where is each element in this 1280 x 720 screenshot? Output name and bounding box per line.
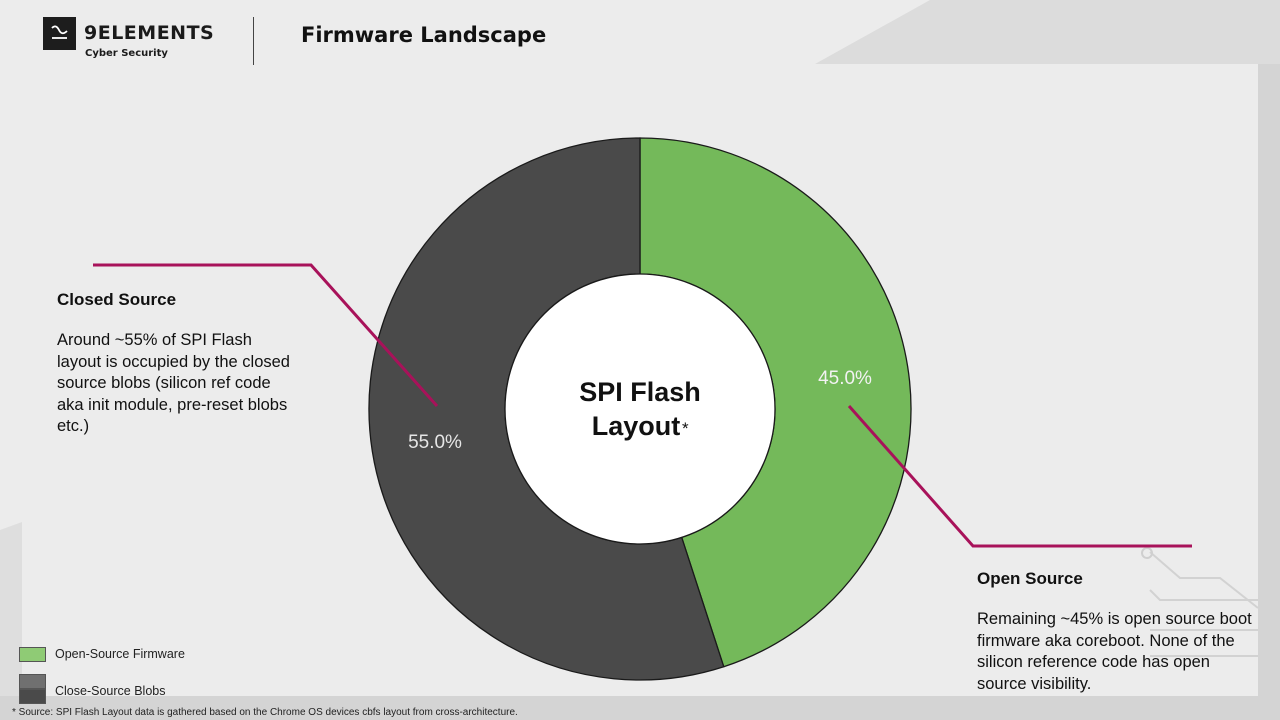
brand-subtitle: Cyber Security — [85, 48, 168, 59]
closed-source-annotation: Closed Source Around ~55% of SPI Flash l… — [57, 290, 297, 438]
closed-source-description: Around ~55% of SPI Flash layout is occup… — [57, 331, 290, 435]
callout-line-open — [847, 405, 1192, 548]
donut-hole — [504, 273, 776, 545]
chart-slices — [368, 137, 912, 681]
chart-center-title-mark: * — [682, 419, 689, 438]
legend-swatch-open-source — [19, 647, 46, 662]
brand-name: 9ELEMENTS — [84, 22, 215, 44]
header-divider — [253, 17, 254, 65]
slice-label-closed-source: 55.0% — [408, 432, 462, 453]
legend-swatch-closed-source — [19, 674, 46, 689]
callout-line-closed — [93, 263, 439, 407]
chart-center-title-line1: SPI Flash — [579, 377, 701, 407]
legend-label-open-source: Open-Source Firmware — [55, 647, 185, 661]
logo-mark-icon — [51, 25, 68, 39]
chart-center-title-line2: Layout — [592, 411, 681, 441]
header: 9ELEMENTS Cyber Security Firmware Landsc… — [0, 0, 1280, 80]
closed-source-title: Closed Source — [57, 290, 177, 309]
page-title: Firmware Landscape — [301, 23, 547, 47]
open-source-description: Remaining ~45% is open source boot firmw… — [977, 610, 1252, 693]
slice-label-open-source: 45.0% — [818, 368, 872, 389]
open-source-annotation: Open Source Remaining ~45% is open sourc… — [977, 569, 1252, 695]
open-source-title: Open Source — [977, 569, 1083, 588]
legend-label-closed-source: Close-Source Blobs — [55, 684, 166, 698]
source-footnote: * Source: SPI Flash Layout data is gathe… — [12, 707, 518, 718]
logo — [43, 17, 76, 50]
legend-swatch-closed-source-dark — [19, 689, 46, 704]
